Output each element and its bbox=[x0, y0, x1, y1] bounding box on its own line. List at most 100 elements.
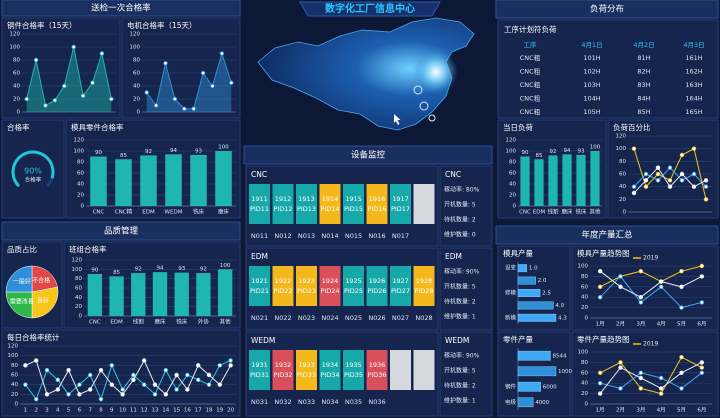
section-header bbox=[1, 0, 241, 17]
table-title: 工序计划符负荷 bbox=[504, 24, 557, 34]
y-tick-label: 20 bbox=[133, 97, 140, 103]
machine-pid: PID24 bbox=[320, 287, 339, 295]
pie-slice bbox=[5, 291, 33, 319]
machine-tile[interactable] bbox=[343, 184, 364, 224]
group-name: EDM bbox=[251, 252, 268, 261]
y-tick-label: 120 bbox=[616, 134, 627, 140]
machine-tile[interactable] bbox=[249, 266, 270, 306]
machine-tile[interactable] bbox=[249, 350, 270, 390]
table-cell: CNC粗 bbox=[520, 94, 541, 103]
x-tick-label: 4月 bbox=[657, 407, 666, 414]
point bbox=[163, 367, 168, 373]
machine-tile[interactable] bbox=[390, 350, 411, 390]
section-title: 年度产量汇总 bbox=[581, 230, 633, 241]
x-tick-label: EDM bbox=[110, 320, 123, 326]
machine-tile[interactable] bbox=[413, 350, 435, 390]
table-cell: CNC粗 bbox=[520, 80, 541, 89]
table-cell: 161H bbox=[685, 54, 702, 62]
section-title: 送检一次合格率 bbox=[91, 3, 151, 14]
point bbox=[141, 358, 147, 363]
machine-tile[interactable] bbox=[296, 266, 317, 306]
point bbox=[699, 274, 705, 279]
machine-tile[interactable] bbox=[366, 350, 388, 390]
page-title: 数字化工厂信息中心 bbox=[325, 2, 415, 15]
bar bbox=[196, 273, 211, 316]
chart-title: 零件产量 bbox=[503, 334, 533, 344]
value-label: 93 bbox=[195, 148, 202, 154]
point bbox=[679, 386, 684, 391]
point bbox=[679, 355, 684, 360]
point bbox=[658, 391, 664, 396]
y-tick-label: 电极 bbox=[505, 398, 517, 406]
point bbox=[703, 197, 709, 202]
machine-stat: 开机数量: 5 bbox=[444, 367, 476, 375]
machine-code: N022 bbox=[274, 314, 291, 322]
machine-tile[interactable] bbox=[343, 350, 364, 390]
point bbox=[195, 377, 201, 383]
machine-tile[interactable] bbox=[296, 184, 317, 224]
point bbox=[52, 98, 58, 103]
machine-stat: 稼动率: 90% bbox=[444, 268, 480, 276]
machine-tile[interactable] bbox=[390, 184, 411, 224]
x-tick-label: 15 bbox=[173, 408, 180, 414]
y-tick-label: 0 bbox=[79, 314, 83, 320]
area bbox=[146, 53, 232, 112]
value-label: 85 bbox=[536, 153, 543, 159]
table-header: 4月3日 bbox=[683, 41, 704, 49]
point bbox=[55, 377, 60, 383]
table-cell: CNC粗 bbox=[520, 107, 541, 116]
value-label: 100 bbox=[220, 263, 231, 269]
machine-tile[interactable] bbox=[413, 184, 435, 224]
y-tick-label: 20 bbox=[77, 193, 84, 199]
machine-pid: PID31 bbox=[250, 371, 269, 379]
value-label: 100 bbox=[590, 145, 601, 151]
point bbox=[643, 171, 649, 177]
machine-code: N012 bbox=[274, 232, 291, 240]
machine-stat: 待机数量: 2 bbox=[444, 298, 476, 306]
point bbox=[691, 171, 697, 177]
point bbox=[679, 152, 685, 158]
legend-label: 2019 bbox=[643, 341, 658, 348]
machine-tile[interactable] bbox=[249, 184, 270, 224]
x-tick-label: 11 bbox=[130, 408, 137, 414]
x-tick-label: 7 bbox=[88, 408, 92, 414]
machine-tile[interactable] bbox=[272, 350, 294, 390]
machine-tile[interactable] bbox=[319, 184, 341, 224]
bar bbox=[517, 276, 536, 285]
machine-tile[interactable] bbox=[272, 184, 294, 224]
machine-tile[interactable] bbox=[390, 266, 411, 306]
title-bar bbox=[299, 1, 441, 17]
chart-title: 负荷百分比 bbox=[613, 122, 651, 132]
bar bbox=[90, 156, 107, 206]
machine-tile[interactable] bbox=[296, 350, 317, 390]
bar bbox=[517, 381, 541, 392]
point bbox=[206, 382, 212, 387]
x-tick-label: 其他 bbox=[220, 318, 232, 326]
machine-tile[interactable] bbox=[413, 266, 435, 306]
machine-tile[interactable] bbox=[272, 266, 294, 306]
y-tick-label: 0 bbox=[585, 316, 589, 322]
machine-tile[interactable] bbox=[366, 184, 388, 224]
point bbox=[658, 284, 664, 289]
point bbox=[109, 363, 114, 368]
machine-tile[interactable] bbox=[319, 350, 341, 390]
point bbox=[228, 358, 233, 363]
x-tick-label: 5月 bbox=[677, 321, 686, 328]
machine-code: N015 bbox=[345, 232, 362, 240]
y-tick-label: 40 bbox=[509, 182, 516, 188]
machine-tile[interactable] bbox=[366, 266, 388, 306]
machine-tile[interactable] bbox=[319, 266, 341, 306]
y-tick-label: 80 bbox=[581, 274, 588, 280]
point bbox=[174, 372, 179, 378]
chart-title: 当日负荷 bbox=[503, 122, 533, 132]
panel bbox=[571, 245, 719, 331]
machine-code: N026 bbox=[368, 314, 385, 322]
y-tick-label: 钢件 bbox=[505, 382, 517, 390]
point bbox=[34, 396, 39, 402]
point bbox=[141, 382, 147, 387]
machine-code: N011 bbox=[251, 232, 268, 240]
machine-tile[interactable] bbox=[343, 266, 364, 306]
table-header: 4月1日 bbox=[581, 41, 602, 49]
x-tick-label: 20 bbox=[227, 408, 234, 414]
point bbox=[618, 284, 623, 289]
